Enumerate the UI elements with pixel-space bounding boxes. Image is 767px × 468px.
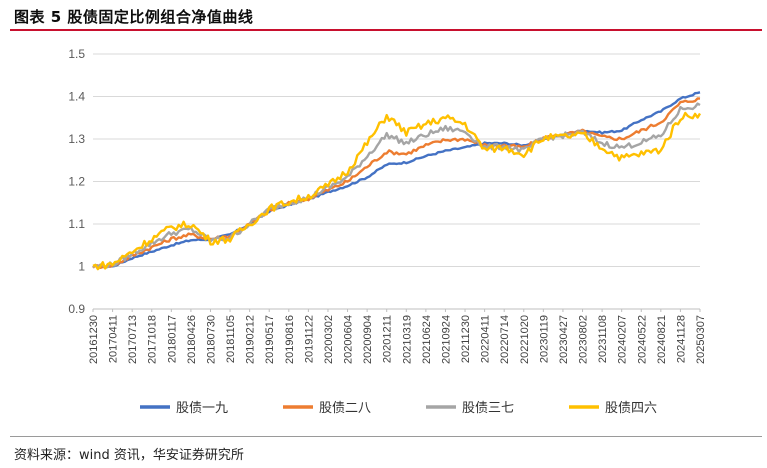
legend: 股债一九 股债二八 股债三七 股债四六 — [140, 401, 657, 416]
legend-label: 股债三七 — [462, 401, 514, 416]
y-tick-label: 1.5 — [68, 47, 85, 61]
x-tick-label: 20210319 — [401, 315, 413, 364]
y-tick-label: 1.4 — [68, 90, 85, 104]
x-tick-label: 20240207 — [617, 315, 629, 364]
x-tick-label: 20210924 — [440, 315, 452, 364]
y-tick-label: 1 — [78, 260, 85, 274]
x-tick-label: 20241128 — [675, 315, 687, 363]
series-lines — [92, 91, 702, 271]
x-tick-label: 20171018 — [147, 315, 159, 364]
x-tick-label: 20161230 — [88, 315, 100, 364]
x-tick-label: 20180730 — [205, 315, 217, 364]
y-tick-label: 0.9 — [68, 302, 85, 316]
legend-label: 股债二八 — [319, 401, 371, 416]
x-tick-label: 20230119 — [538, 315, 550, 363]
source-note: 资料来源：wind 资讯，华安证券研究所 — [14, 448, 244, 463]
series-line-4 — [92, 111, 702, 271]
x-tick-label: 20220411 — [480, 315, 492, 363]
title-divider — [10, 29, 762, 31]
y-tick-label: 1.1 — [68, 217, 85, 231]
x-tick-label: 20190816 — [284, 315, 296, 364]
series-line-1 — [93, 91, 701, 269]
x-tick-label: 20200904 — [362, 315, 374, 364]
axes: 0.9 1 1.1 1.2 1.3 1.4 1.5 20161230 20170411 20170… — [68, 47, 707, 364]
x-tick-label: 20211230 — [460, 315, 472, 363]
x-tick-label: 20200604 — [343, 315, 355, 364]
x-tick-label: 20231108 — [597, 315, 609, 363]
footer-divider — [10, 436, 762, 437]
legend-label: 股债四六 — [605, 401, 657, 416]
x-tick-label: 20230802 — [578, 315, 590, 364]
series-line-3 — [92, 102, 701, 270]
y-tick-label: 1.2 — [68, 175, 85, 189]
series-line-2 — [92, 97, 701, 270]
x-tick-label: 20190212 — [245, 315, 257, 364]
gridlines — [93, 53, 700, 310]
x-tick-label: 20250307 — [695, 315, 707, 364]
x-tick-label: 20180117 — [166, 315, 178, 363]
x-tick-label: 20200302 — [323, 315, 335, 364]
x-tick-label: 20201211 — [382, 315, 394, 363]
x-tick-label: 20220714 — [499, 315, 511, 364]
x-tick-label: 20191122 — [303, 315, 315, 363]
x-tick-label: 20180426 — [186, 315, 198, 364]
y-tick-label: 1.3 — [68, 132, 85, 146]
x-tick-label: 20240821 — [656, 315, 668, 364]
x-tick-label: 20181105 — [225, 315, 237, 363]
line-chart: 0.9 1 1.1 1.2 1.3 1.4 1.5 20161230 20170411 20170… — [68, 47, 707, 416]
x-tick-label: 20240522 — [636, 315, 648, 364]
x-tick-label: 20210624 — [421, 315, 433, 364]
legend-label: 股债一九 — [176, 401, 228, 416]
x-tick-label: 20190517 — [264, 315, 276, 364]
x-tick-label: 20221020 — [519, 315, 531, 364]
x-tick-label: 20230427 — [558, 315, 570, 364]
x-tick-label: 20170411 — [108, 315, 120, 363]
x-tick-label: 20170713 — [127, 315, 139, 364]
chart-title: 图表 5 股债固定比例组合净值曲线 — [14, 8, 254, 26]
